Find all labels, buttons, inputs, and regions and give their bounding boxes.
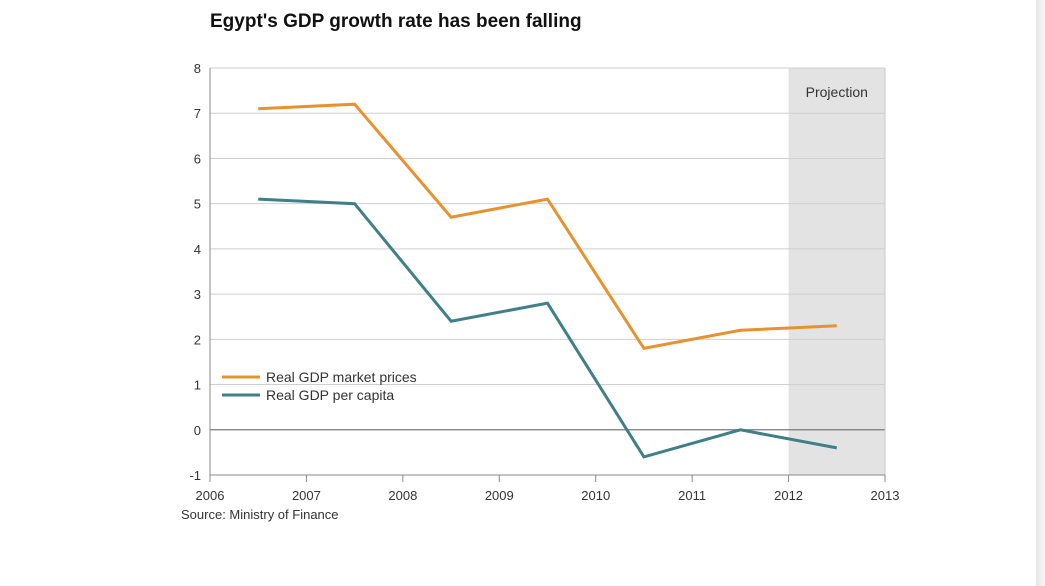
chart-title: Egypt's GDP growth rate has been falling [210,11,582,32]
y-tick-label: -1 [189,468,201,483]
y-tick-label: 6 [194,151,201,166]
y-tick-label: 0 [194,423,201,438]
x-tick-label: 2010 [581,488,610,503]
y-tick-label: 3 [194,287,201,302]
projection-label: Projection [806,84,868,100]
series-line-per-capita [258,197,838,459]
x-tick-label: 2006 [196,488,225,503]
x-tick-label: 2013 [871,488,900,503]
y-tick-label: 8 [194,61,201,76]
x-tick-label: 2007 [292,488,321,503]
x-tick-label: 2011 [678,488,706,503]
x-tick-label: 2012 [774,488,803,503]
projection-band [788,68,885,475]
window-edge [1036,0,1045,586]
source-note: Source: Ministry of Finance [181,507,339,522]
y-tick-label: 2 [194,332,201,347]
y-tick-label: 1 [194,378,201,393]
legend-label: Real GDP per capita [266,387,394,403]
x-tick-label: 2009 [485,488,514,503]
x-tick-label: 2008 [388,488,417,503]
legend-label: Real GDP market prices [266,369,417,385]
y-tick-label: 4 [194,242,201,257]
y-tick-label: 5 [194,197,201,212]
y-tick-label: 7 [194,106,201,121]
series-line-market-prices [258,102,837,351]
